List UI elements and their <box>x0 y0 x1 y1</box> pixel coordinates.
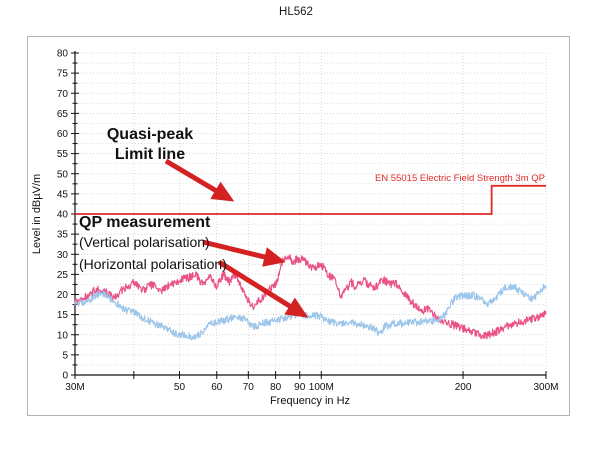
x-tick-label: 200 <box>455 382 472 393</box>
y-tick-label: 30 <box>57 250 69 261</box>
y-tick-label: 55 <box>57 149 69 160</box>
y-tick-label: 80 <box>57 49 69 60</box>
annotation-vertical-polarisation: (Vertical polarisation) <box>79 234 210 250</box>
x-tick-label: 300M <box>533 382 558 393</box>
y-tick-label: 20 <box>57 290 69 301</box>
x-axis-label: Frequency in Hz <box>270 395 350 407</box>
x-tick-label: 100M <box>309 382 334 393</box>
grid-layer <box>75 52 547 375</box>
annotation-quasi-peak-line2: Limit line <box>115 146 185 163</box>
y-tick-label: 40 <box>57 210 69 221</box>
annotation-qp-measurement: QP measurement <box>79 214 211 231</box>
horizontal-pol-arrow <box>217 259 309 318</box>
series-layer <box>74 184 547 341</box>
y-tick-label: 0 <box>62 371 68 382</box>
vertical-pol-arrow <box>202 239 286 267</box>
annotation-horizontal-polarisation: (Horizontal polarisation) <box>79 256 227 272</box>
y-tick-label: 60 <box>57 129 69 140</box>
trace-vertical <box>74 254 547 340</box>
arrow-layer <box>164 158 309 318</box>
annotation-quasi-peak-line1: Quasi-peak <box>107 126 193 143</box>
limit-line <box>75 184 546 215</box>
trace-horizontal <box>74 283 547 341</box>
axis-layer: 0 5 10 15 20 25 30 35 40 45 50 55 60 65 70 75 80 30M 50 60 7… <box>57 49 559 394</box>
page-title: HL562 <box>279 6 313 18</box>
y-axis-label: Level in dBµV/m <box>31 174 43 254</box>
y-tick-label: 65 <box>57 109 69 120</box>
y-tick-label: 35 <box>57 230 69 241</box>
y-tick-label: 75 <box>57 69 69 80</box>
x-tick-label: 50 <box>174 382 186 393</box>
limit-line-label: EN 55015 Electric Field Strength 3m QP <box>375 173 545 184</box>
y-tick-label: 70 <box>57 89 69 100</box>
limit-line-arrow <box>164 158 235 202</box>
y-tick-label: 5 <box>62 350 68 361</box>
y-tick-label: 15 <box>57 310 69 321</box>
y-tick-label: 10 <box>57 330 69 341</box>
y-tick-label: 25 <box>57 270 69 281</box>
x-tick-label: 90 <box>294 382 306 393</box>
y-tick-label: 45 <box>57 189 69 200</box>
chart-frame <box>27 36 570 416</box>
y-tick-label: 50 <box>57 169 69 180</box>
x-tick-label: 70 <box>243 382 255 393</box>
x-tick-label: 30M <box>65 382 84 393</box>
x-tick-label: 80 <box>270 382 282 393</box>
x-tick-label: 60 <box>211 382 223 393</box>
